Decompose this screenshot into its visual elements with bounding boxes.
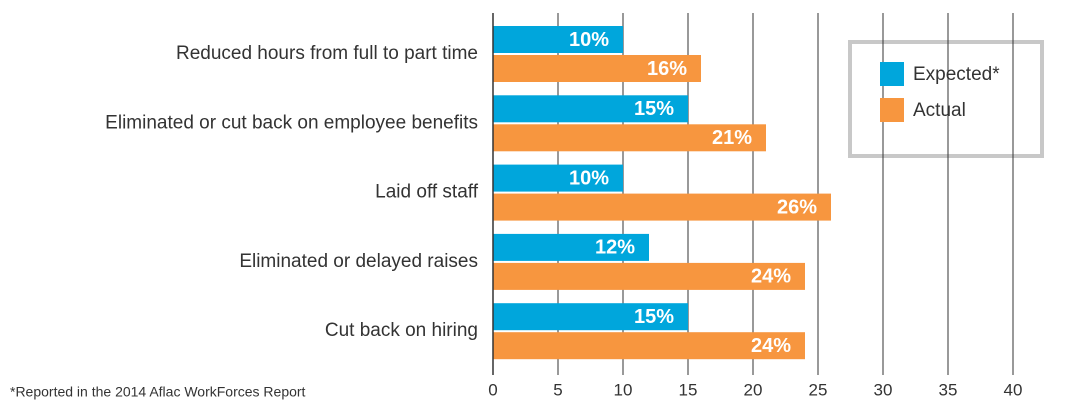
x-tick-label: 30 — [874, 380, 893, 399]
legend-label: Expected* — [913, 64, 1000, 85]
value-label: 12% — [595, 237, 635, 259]
legend-swatch — [880, 62, 904, 86]
category-label: Laid off staff — [375, 182, 479, 203]
value-label: 10% — [569, 29, 609, 51]
category-label: Cut back on hiring — [325, 320, 478, 341]
legend-swatch — [880, 98, 904, 122]
x-tick-label: 15 — [679, 380, 698, 399]
x-tick-label: 25 — [809, 380, 828, 399]
bar — [493, 332, 805, 360]
value-label: 21% — [712, 127, 752, 149]
category-label: Eliminated or delayed raises — [239, 251, 478, 272]
x-tick-label: 40 — [1004, 380, 1023, 399]
bar — [493, 303, 688, 331]
bar — [493, 233, 649, 261]
value-label: 15% — [634, 98, 674, 120]
footnote: *Reported in the 2014 Aflac WorkForces R… — [10, 384, 306, 400]
category-label: Reduced hours from full to part time — [176, 43, 478, 64]
x-tick-label: 0 — [488, 380, 497, 399]
bar — [493, 26, 623, 53]
bar — [493, 164, 623, 192]
x-tick-label: 20 — [744, 380, 763, 399]
category-label: Eliminated or cut back on employee benef… — [105, 112, 478, 133]
bar — [493, 262, 805, 290]
value-label: 10% — [569, 167, 609, 189]
bar — [493, 95, 688, 123]
legend-label: Actual — [913, 100, 966, 121]
x-tick-label: 10 — [614, 380, 633, 399]
x-tick-label: 35 — [939, 380, 958, 399]
value-label: 26% — [777, 196, 817, 218]
bar — [493, 55, 701, 82]
bar — [493, 124, 766, 152]
bar — [493, 193, 831, 221]
value-label: 24% — [751, 266, 791, 288]
value-label: 15% — [634, 306, 674, 328]
x-tick-label: 5 — [553, 380, 562, 399]
value-label: 16% — [647, 58, 687, 80]
value-label: 24% — [751, 335, 791, 357]
